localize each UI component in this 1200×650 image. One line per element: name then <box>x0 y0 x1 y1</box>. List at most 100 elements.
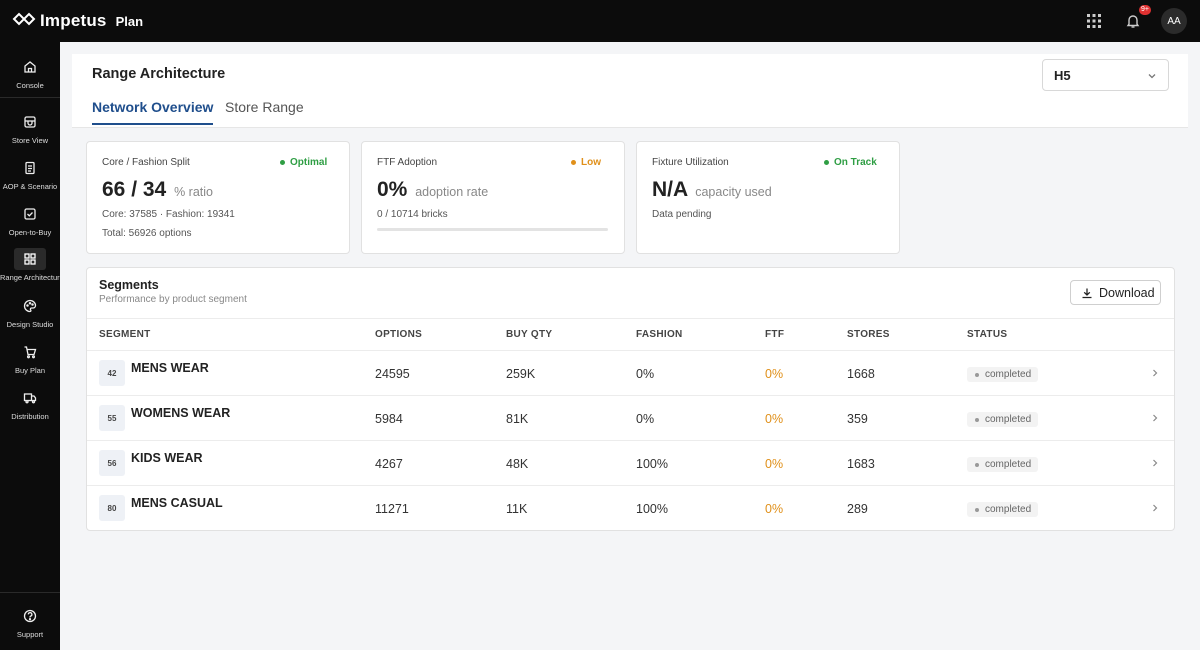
table-row[interactable]: 56 KIDS WEAR 4267 48K 100% 0% 1683 compl… <box>87 441 1174 486</box>
kpi-unit: adoption rate <box>415 185 489 199</box>
sidebar-item-label: Design Studio <box>6 320 54 329</box>
sidebar-item-console[interactable]: Console <box>0 56 60 90</box>
sidebar-item-aop-scenario[interactable]: AOP & Scenario <box>0 157 60 191</box>
kpi-value-number: 0% <box>377 178 408 201</box>
options-cell: 11271 <box>375 502 409 516</box>
sidebar-item-distribution[interactable]: Distribution <box>0 387 60 421</box>
table-row[interactable]: 42 MENS WEAR 24595 259K 0% 0% 1668 compl… <box>87 351 1174 396</box>
sidebar-item-label: Distribution <box>11 412 49 421</box>
grid-icon <box>14 248 46 270</box>
buy-qty-cell: 81K <box>506 412 529 426</box>
page-header: Range Architecture Network Overview Stor… <box>72 54 1188 128</box>
column-header[interactable]: FTF <box>765 329 785 340</box>
column-header[interactable]: SEGMENT <box>99 329 151 340</box>
document-icon <box>14 157 46 179</box>
tab-store-range[interactable]: Store Range <box>225 99 304 115</box>
season-select-value: H5 <box>1054 67 1071 83</box>
stores-cell: 1668 <box>847 367 875 381</box>
column-header[interactable]: OPTIONS <box>375 329 423 340</box>
table-row[interactable]: 80 MENS CASUAL 11271 11K 100% 0% 289 com… <box>87 486 1174 531</box>
chevron-right-icon[interactable] <box>1150 413 1160 423</box>
sidebar-divider <box>0 592 60 593</box>
sidebar-item-support[interactable]: Support <box>0 605 60 639</box>
kpi-label: Core / Fashion Split <box>102 157 190 168</box>
palette-icon <box>14 295 46 317</box>
status-badge: completed <box>967 367 1039 382</box>
segment-code: 80 <box>99 495 125 521</box>
impetus-logo-icon <box>12 11 36 32</box>
sidebar-item-label: Support <box>16 630 44 639</box>
sidebar-item-store-view[interactable]: Store View <box>0 111 60 145</box>
status-badge: Optimal <box>280 157 327 168</box>
kpi-detail: Core: 37585 · Fashion: 19341 <box>102 209 235 220</box>
column-header[interactable]: BUY QTY <box>506 329 553 340</box>
logo-text: Impetus <box>40 11 107 30</box>
ftf-cell: 0% <box>765 457 784 471</box>
column-header[interactable]: STORES <box>847 329 890 340</box>
avatar[interactable]: AA <box>1161 8 1187 34</box>
options-cell: 4267 <box>375 457 403 471</box>
help-circle-icon <box>14 605 46 627</box>
options-cell: 5984 <box>375 412 403 426</box>
kpi-card-ftf-adoption: FTF Adoption Low 0% adoption rate 0 / 10… <box>361 141 625 254</box>
sidebar-item-range-architecture[interactable]: Range Architecture <box>0 248 60 282</box>
sidebar-item-buy-plan[interactable]: Buy Plan <box>0 341 60 375</box>
calendar-check-icon <box>14 203 46 225</box>
column-header[interactable]: FASHION <box>636 329 683 340</box>
bell-icon[interactable]: 9+ <box>1122 5 1151 32</box>
sidebar: Console Store View AOP & Scenario Open-t… <box>0 42 60 650</box>
chevron-right-icon[interactable] <box>1150 368 1160 378</box>
buy-qty-cell: 259K <box>506 367 536 381</box>
tab-network-overview[interactable]: Network Overview <box>92 99 214 125</box>
cart-icon <box>14 341 46 363</box>
segment-name: KIDS WEAR <box>131 451 203 465</box>
kpi-card-fixture-utilization: Fixture Utilization On Track N/A capacit… <box>636 141 900 254</box>
kpi-label: FTF Adoption <box>377 157 438 168</box>
ftf-cell: 0% <box>765 502 784 516</box>
top-bar: Impetus Plan 9+ AA <box>0 0 1200 42</box>
fashion-cell: 0% <box>636 412 655 426</box>
sidebar-item-label: Open-to-Buy <box>8 228 52 237</box>
chevron-down-icon <box>1148 74 1156 79</box>
status-dot-icon <box>975 417 979 422</box>
status-dot-icon <box>824 160 829 165</box>
sidebar-item-label: Buy Plan <box>14 366 46 375</box>
section-title: Plan <box>115 13 144 29</box>
sidebar-item-label: Console <box>16 81 44 90</box>
download-label: Download <box>1099 285 1155 300</box>
stores-cell: 359 <box>847 412 868 426</box>
kpi-detail: Data pending <box>652 209 712 220</box>
column-header[interactable]: STATUS <box>967 329 1008 340</box>
chevron-right-icon[interactable] <box>1150 503 1160 513</box>
kpi-value-number: N/A <box>652 178 688 201</box>
kpi-value: 66 / 34 % ratio <box>102 178 213 202</box>
page-title: Range Architecture <box>92 66 226 82</box>
buy-qty-cell: 11K <box>506 502 528 516</box>
status-badge: completed <box>967 457 1039 472</box>
season-select[interactable]: H5 <box>1042 59 1169 91</box>
apps-grid-icon[interactable] <box>1083 10 1105 32</box>
buy-qty-cell: 48K <box>506 457 529 471</box>
sidebar-item-open-to-buy[interactable]: Open-to-Buy <box>0 203 60 237</box>
download-button[interactable]: Download <box>1070 280 1161 305</box>
kpi-detail: Total: 56926 options <box>102 228 192 239</box>
status-badge: On Track <box>824 157 877 168</box>
download-icon <box>1082 288 1092 298</box>
app-logo[interactable]: Impetus <box>12 11 107 32</box>
chevron-right-icon[interactable] <box>1150 458 1160 468</box>
sidebar-item-label: Store View <box>11 136 49 145</box>
truck-icon <box>14 387 46 409</box>
ftf-cell: 0% <box>765 412 784 426</box>
status-badge: completed <box>967 412 1039 427</box>
table-row[interactable]: 55 WOMENS WEAR 5984 81K 0% 0% 359 comple… <box>87 396 1174 441</box>
kpi-value-number: 66 / 34 <box>102 178 167 201</box>
home-icon <box>14 56 46 78</box>
table-header: SEGMENT OPTIONS BUY QTY FASHION FTF STOR… <box>87 318 1174 351</box>
status-dot-icon <box>280 160 285 165</box>
status-text: completed <box>985 369 1032 380</box>
status-text: completed <box>985 459 1032 470</box>
segment-name: MENS WEAR <box>131 361 209 375</box>
badge-text: Low <box>581 157 601 168</box>
kpi-unit: capacity used <box>695 185 772 199</box>
sidebar-item-design-studio[interactable]: Design Studio <box>0 295 60 329</box>
